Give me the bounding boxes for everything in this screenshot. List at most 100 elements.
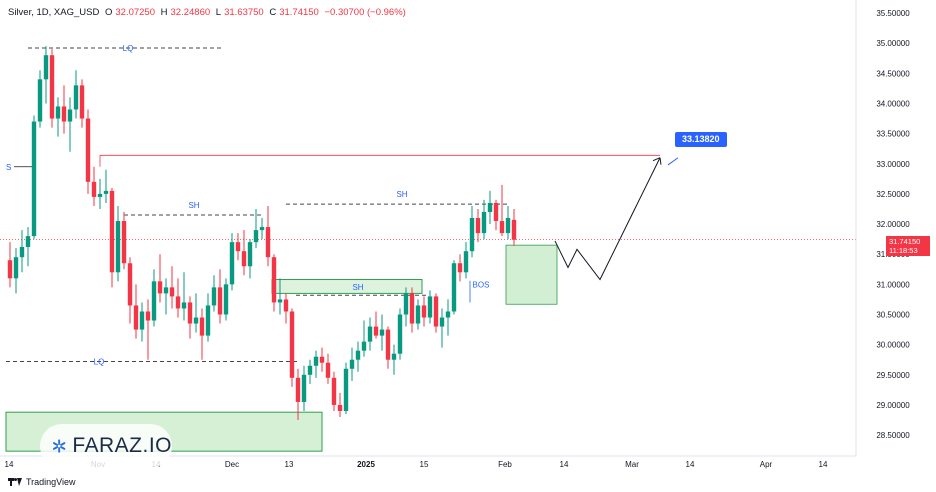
candle-body — [169, 287, 175, 297]
candle-body — [145, 311, 151, 321]
candle-body — [433, 296, 439, 327]
candle-body — [49, 55, 55, 119]
change-value: −0.30700 (−0.96%) — [324, 7, 406, 18]
time-tick-label: Dec — [225, 460, 239, 469]
candle-body — [367, 326, 373, 342]
price-tick-label: 35.00000 — [876, 39, 910, 48]
candle-body — [409, 293, 415, 324]
candle-body — [97, 193, 103, 197]
candles-layer — [7, 46, 517, 421]
tradingview-text: TradingView — [26, 477, 76, 487]
candle-body — [421, 305, 427, 318]
price-tick-label: 33.50000 — [876, 130, 910, 139]
candle-body — [247, 242, 253, 267]
candle-body — [463, 251, 469, 273]
candle-body — [487, 202, 493, 212]
countdown-value: 11:18:53 — [889, 245, 918, 255]
symbol-label: Silver, 1D, XAG_USD — [8, 7, 100, 18]
projection-arrowhead — [652, 157, 662, 165]
candle-body — [427, 296, 433, 318]
candle-body — [445, 311, 451, 318]
candle-body — [277, 299, 283, 303]
candle-body — [7, 260, 13, 279]
lq-bottom-label: LQ — [94, 358, 105, 367]
candle-body — [127, 263, 133, 306]
chart-header: Silver, 1D, XAG_USD O 32.07250 H 32.24860 … — [8, 7, 409, 18]
candle-body — [163, 287, 169, 294]
candle-body — [475, 218, 481, 234]
price-tick-label: 29.50000 — [876, 371, 910, 380]
candle-body — [175, 296, 181, 309]
candle-body — [457, 263, 463, 273]
candle-body — [331, 377, 337, 405]
sh-right-label: SH — [396, 190, 407, 199]
time-tick-label: 2025 — [357, 460, 375, 469]
time-tick-label: 14 — [819, 460, 828, 469]
candle-body — [151, 281, 157, 321]
candle-body — [499, 221, 505, 234]
candle-body — [73, 85, 79, 110]
price-tick-label: 32.50000 — [876, 190, 910, 199]
time-tick-label: 14 — [5, 460, 14, 469]
candle-body — [61, 106, 67, 122]
watermark: FARAZ.IO — [40, 424, 172, 468]
candle-body — [187, 302, 193, 324]
last-price-value: 31.74150 — [889, 236, 921, 246]
candle-body — [319, 356, 325, 363]
candle-body — [253, 230, 259, 243]
candle-body — [25, 236, 31, 247]
candle-body — [295, 377, 301, 402]
target-price-label: 33.13820 — [675, 131, 727, 147]
candle-body — [211, 287, 217, 306]
candle-body — [343, 368, 349, 411]
candle-body — [313, 356, 319, 366]
candle-body — [439, 317, 445, 327]
candle-body — [307, 365, 313, 375]
high-value: 32.24860 — [170, 7, 211, 18]
sh-mid-label: SH — [352, 283, 363, 292]
price-tick-label: 35.50000 — [876, 9, 910, 18]
candle-body — [223, 284, 229, 315]
candle-body — [349, 359, 355, 369]
time-tick-label: Mar — [625, 460, 639, 469]
candle-body — [205, 305, 211, 336]
open-label: O — [104, 7, 113, 18]
candle-body — [355, 350, 361, 360]
sh-left-label: SH — [188, 201, 199, 210]
high-label: H — [160, 7, 168, 18]
candle-body — [385, 329, 391, 360]
low-value: 31.63750 — [224, 7, 264, 18]
candle-body — [469, 218, 475, 252]
candle-body — [481, 211, 487, 234]
price-tick-label: 33.00000 — [876, 160, 910, 169]
candle-body — [37, 79, 43, 122]
candle-body — [235, 242, 241, 252]
candle-body — [415, 305, 421, 324]
faraz-logo-icon — [52, 439, 66, 453]
target-callout-line — [667, 157, 679, 166]
candle-body — [325, 362, 331, 378]
candle-body — [133, 305, 139, 330]
candle-body — [289, 311, 295, 378]
price-tick-label: 30.00000 — [876, 341, 910, 350]
candle-body — [283, 299, 289, 312]
candle-body — [403, 293, 409, 315]
candle-body — [157, 281, 163, 294]
price-tick-label: 34.00000 — [876, 99, 910, 108]
tradingview-logo-icon — [8, 478, 22, 486]
candle-body — [109, 190, 115, 273]
time-tick-label: 14 — [560, 460, 569, 469]
candle-body — [199, 317, 205, 336]
candle-body — [85, 118, 91, 182]
time-tick-label: 14 — [686, 460, 695, 469]
candle-body — [511, 219, 517, 240]
candle-body — [259, 227, 265, 231]
s-edge-label: S — [6, 163, 11, 172]
candle-body — [301, 374, 307, 402]
candle-body — [115, 221, 121, 273]
price-tick-label: 28.50000 — [876, 431, 910, 440]
candle-body — [373, 326, 379, 336]
candle-body — [55, 106, 61, 119]
tradingview-brand[interactable]: TradingView — [8, 477, 76, 487]
